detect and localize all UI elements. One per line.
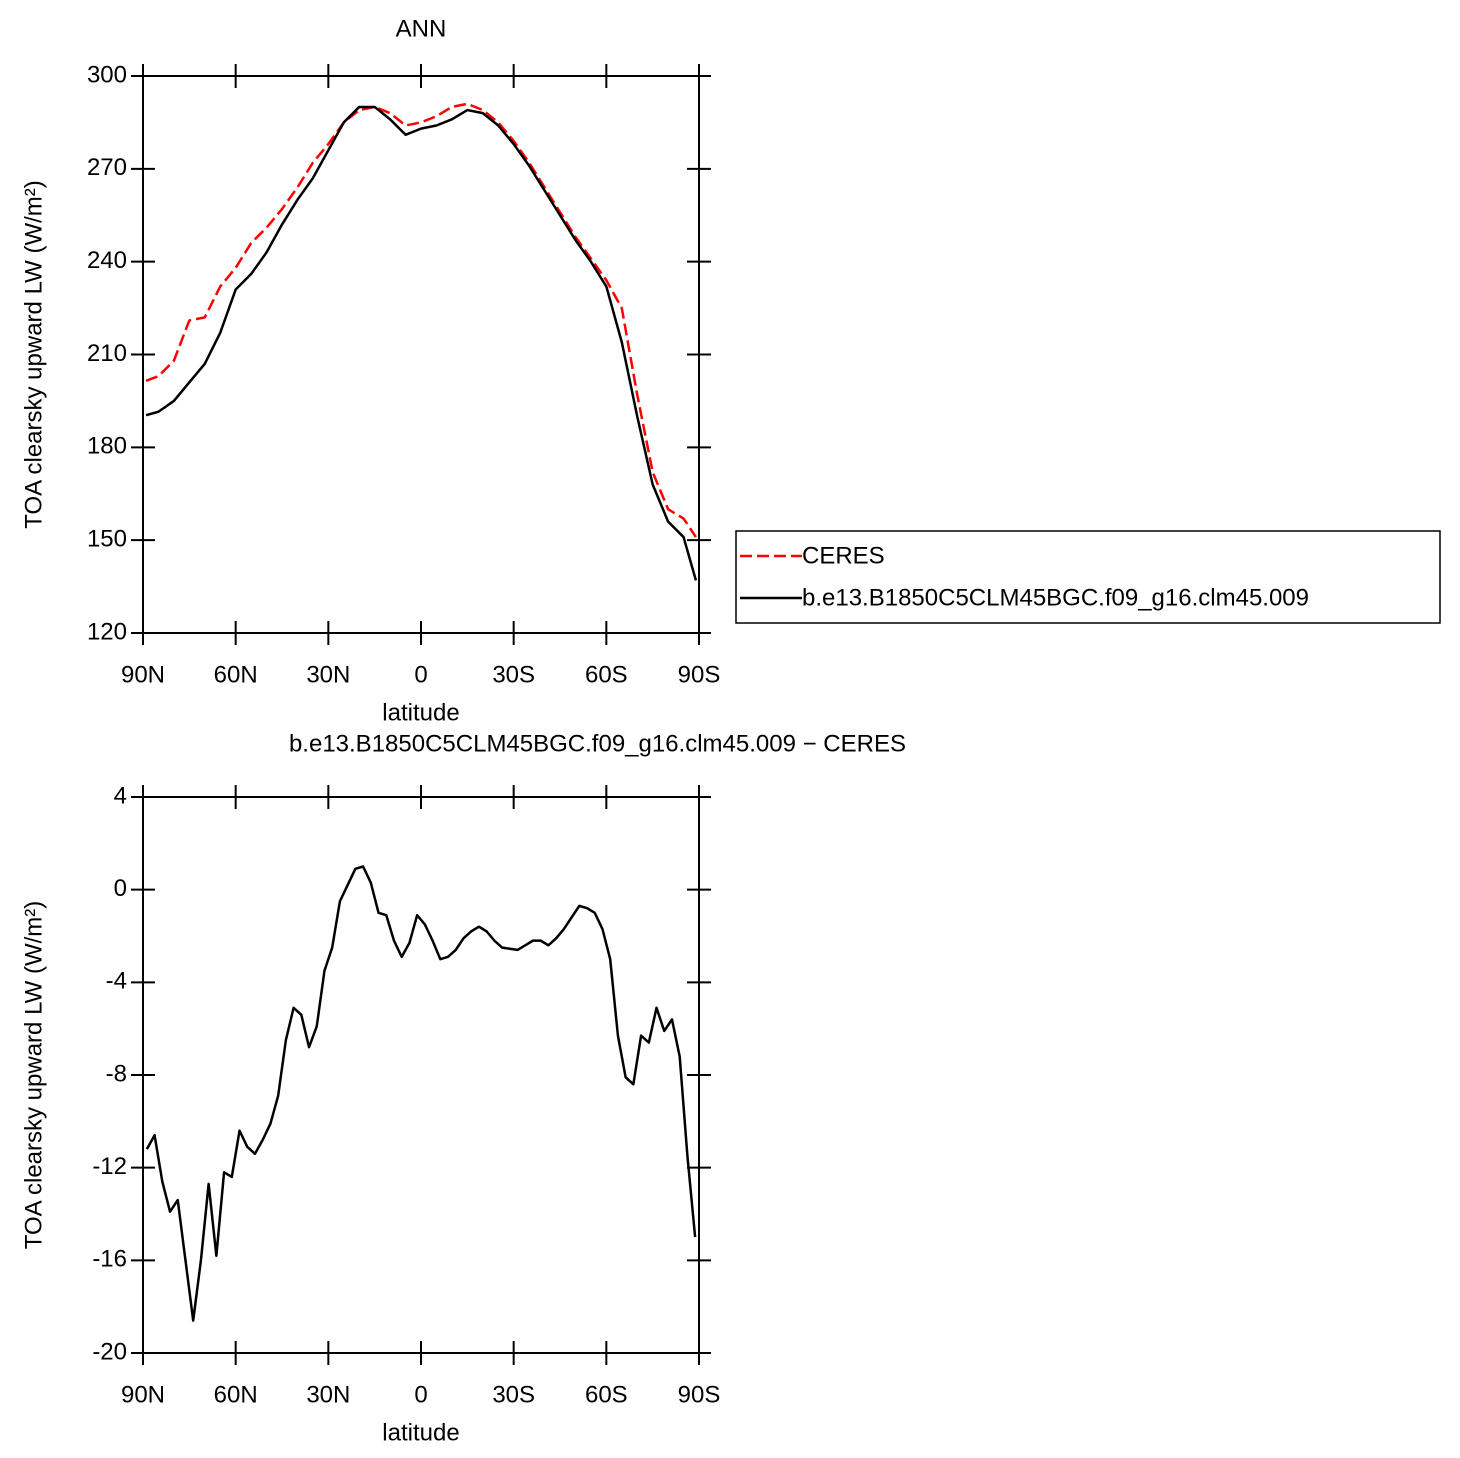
y-tick-label: -16 — [92, 1246, 127, 1273]
legend-box — [735, 530, 1441, 624]
x-tick-label: 30N — [306, 1381, 350, 1408]
x-axis-label: latitude — [382, 1419, 459, 1446]
y-tick-label: -8 — [106, 1060, 127, 1087]
y-tick-label: 0 — [114, 875, 127, 902]
y-tick-label: 300 — [87, 61, 127, 88]
x-tick-label: 30S — [492, 661, 535, 688]
y-tick-label: 240 — [87, 247, 127, 274]
x-tick-label: 30N — [306, 661, 350, 688]
y-tick-label: 270 — [87, 154, 127, 181]
x-tick-label: 0 — [414, 661, 427, 688]
x-tick-label: 90N — [121, 661, 165, 688]
legend-label: b.e13.B1850C5CLM45BGC.f09_g16.clm45.009 — [802, 584, 1309, 611]
y-tick-label: -20 — [92, 1338, 127, 1365]
y-tick-label: 150 — [87, 526, 127, 553]
chart-title: ANN — [396, 15, 447, 42]
x-tick-label: 90N — [121, 1381, 165, 1408]
x-tick-label: 90S — [678, 1381, 721, 1408]
data-line — [145, 102, 697, 538]
y-tick-label: -12 — [92, 1153, 127, 1180]
plot-frame — [142, 796, 700, 1354]
y-tick-label: 180 — [87, 433, 127, 460]
y-tick-label: 120 — [87, 618, 127, 645]
y-tick-label: -4 — [106, 968, 127, 995]
chart-title: b.e13.B1850C5CLM45BGC.f09_g16.clm45.009 … — [289, 730, 906, 757]
y-tick-label: 4 — [114, 782, 127, 809]
x-tick-label: 60S — [585, 661, 628, 688]
data-line — [145, 865, 697, 1322]
y-axis-label: TOA clearsky upward LW (W/m²) — [20, 901, 47, 1250]
x-tick-label: 60N — [214, 1381, 258, 1408]
x-tick-label: 90S — [678, 661, 721, 688]
legend-label: CERES — [802, 542, 885, 569]
x-tick-label: 0 — [414, 1381, 427, 1408]
data-line — [145, 105, 698, 581]
x-tick-label: 60S — [585, 1381, 628, 1408]
plot-frame — [142, 75, 700, 634]
x-axis-label: latitude — [382, 699, 459, 726]
x-tick-label: 60N — [214, 661, 258, 688]
y-axis-label: TOA clearsky upward LW (W/m²) — [20, 180, 47, 529]
y-tick-label: 210 — [87, 340, 127, 367]
x-tick-label: 30S — [492, 1381, 535, 1408]
